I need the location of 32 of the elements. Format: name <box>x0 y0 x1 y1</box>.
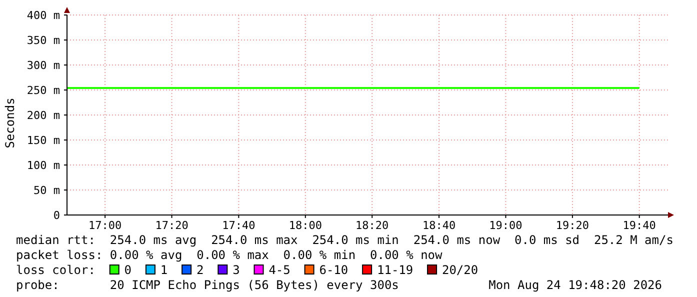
text: median rtt: 254.0 ms avg 254.0 ms max 254.0 ms min 254.0 ms now 0.0 ms sd 25.2 M am/s <box>16 233 674 247</box>
y-tick-label: 300 m <box>26 59 60 72</box>
legend-title: loss color: <box>16 263 96 277</box>
legend-label: 20/20 <box>442 263 478 277</box>
y-tick-label: 400 m <box>26 9 60 22</box>
x-tick-label: 17:00 <box>88 219 122 232</box>
y-axis-title: Seconds <box>3 98 17 148</box>
y-tick-label: 150 m <box>26 134 60 147</box>
legend-label: 6-10 <box>319 263 348 277</box>
y-tick-label: 50 m <box>34 184 60 197</box>
y-tick-label: 250 m <box>26 84 60 97</box>
x-tick-label: 18:40 <box>422 219 456 232</box>
x-tick-label: 18:00 <box>288 219 322 232</box>
text: Mon Aug 24 19:48:20 2026 <box>488 278 662 292</box>
legend-label: 2 <box>196 263 204 277</box>
text: probe: 20 ICMP Echo Pings (56 Bytes) every 300s <box>16 278 399 292</box>
x-tick-label: 19:40 <box>622 219 656 232</box>
text: packet loss: 0.00 % avg 0.00 % max 0.00 % min 0.00 % now <box>16 248 444 262</box>
x-tick-label: 19:20 <box>556 219 590 232</box>
legend-label: 1 <box>160 263 168 277</box>
legend-label: 4-5 <box>268 263 290 277</box>
x-tick-label: 17:40 <box>222 219 256 232</box>
x-tick-label: 17:20 <box>155 219 188 232</box>
x-tick-label: 18:20 <box>356 219 389 232</box>
y-tick-label: 0 <box>53 209 60 222</box>
y-tick-label: 350 m <box>26 34 60 47</box>
legend-label: 0 <box>124 263 132 277</box>
legend-label: 11-19 <box>377 263 414 277</box>
x-tick-label: 19:00 <box>489 219 522 232</box>
y-tick-label: 100 m <box>26 159 60 172</box>
legend-label: 3 <box>232 263 240 277</box>
y-tick-label: 200 m <box>26 109 60 122</box>
